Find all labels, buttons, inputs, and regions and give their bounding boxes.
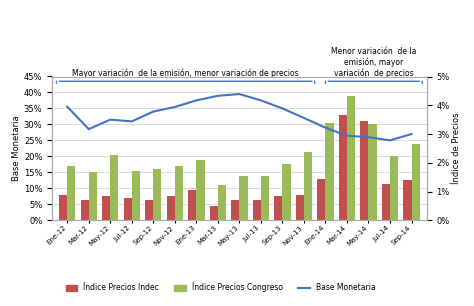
Bar [239, 176, 247, 220]
Base Monetaria [129, 120, 135, 123]
Bar [218, 185, 226, 220]
Bar [81, 200, 89, 220]
Base Monetaria [323, 126, 328, 129]
Bar [283, 164, 291, 220]
Bar [196, 160, 204, 220]
Base Monetaria [344, 134, 350, 138]
Base Monetaria [86, 127, 91, 131]
Base Monetaria [215, 94, 221, 98]
Legend: Índice Precios Indec, Índice Precios Congreso, Base Monetaria: Índice Precios Indec, Índice Precios Con… [63, 279, 379, 295]
Bar [145, 200, 153, 220]
Base Monetaria [409, 132, 414, 136]
Base Monetaria [193, 99, 199, 102]
Base Monetaria [172, 105, 178, 109]
Bar [110, 155, 118, 220]
Bar [231, 200, 239, 220]
Base Monetaria [301, 116, 307, 120]
Bar [304, 151, 312, 220]
Bar [175, 166, 183, 220]
Bar [261, 176, 269, 220]
Bar [132, 171, 140, 220]
Bar [59, 195, 67, 220]
Bar [124, 198, 132, 220]
Base Monetaria [280, 106, 285, 110]
Bar [411, 144, 419, 220]
Bar [368, 125, 377, 220]
Base Monetaria [64, 105, 70, 109]
Bar [317, 179, 326, 220]
Bar [347, 96, 355, 220]
Base Monetaria [387, 139, 393, 142]
Bar [210, 206, 218, 220]
Bar [390, 156, 398, 220]
Bar [326, 123, 334, 220]
Bar [360, 121, 368, 220]
Base Monetaria [150, 110, 156, 114]
Bar [102, 196, 110, 220]
Text: Mayor variación  de la emisión, menor variación de precios: Mayor variación de la emisión, menor var… [72, 69, 299, 78]
Bar [253, 200, 261, 220]
Bar [403, 180, 411, 220]
Bar [89, 172, 97, 220]
Base Monetaria [108, 118, 113, 121]
Y-axis label: Índice de Precios: Índice de Precios [453, 113, 462, 184]
Bar [382, 184, 390, 220]
Text: Menor variación  de la
emisión, mayor
variación  de precios: Menor variación de la emisión, mayor var… [331, 47, 417, 78]
Line: Base Monetaria: Base Monetaria [67, 94, 411, 140]
Bar [296, 195, 304, 220]
Bar [339, 115, 347, 220]
Bar [167, 196, 175, 220]
Bar [153, 169, 162, 220]
Bar [188, 190, 196, 220]
Base Monetaria [258, 99, 264, 102]
Base Monetaria [365, 135, 371, 139]
Base Monetaria [237, 92, 242, 96]
Y-axis label: Base Monetaria: Base Monetaria [12, 116, 21, 181]
Bar [274, 196, 283, 220]
Bar [67, 166, 75, 220]
